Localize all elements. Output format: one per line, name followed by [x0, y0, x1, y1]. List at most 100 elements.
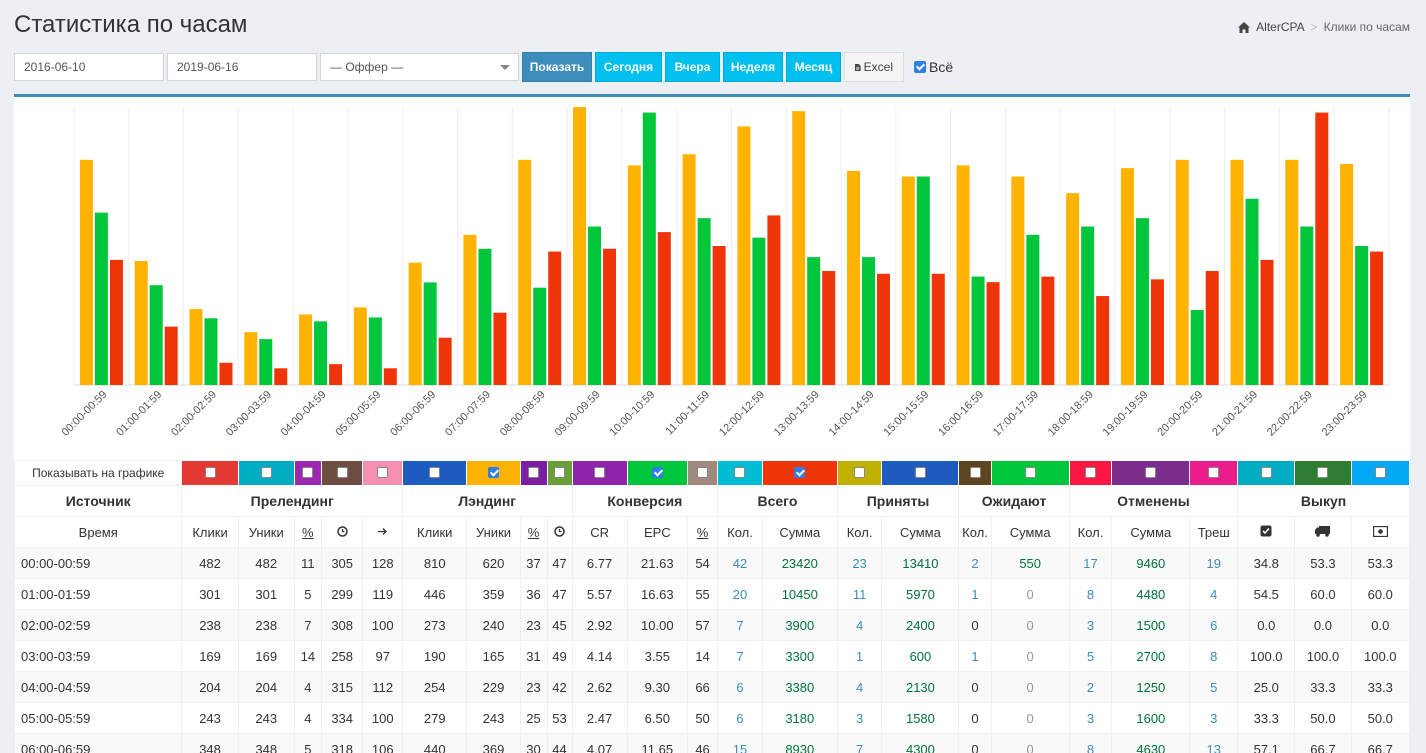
table-cell[interactable]: 1 [836, 640, 883, 672]
chart-toggle-checkbox[interactable] [594, 466, 606, 478]
column-header-truck[interactable] [1294, 516, 1352, 548]
chart-toggle-swatch[interactable] [237, 460, 295, 486]
table-cell[interactable]: 6 [717, 702, 763, 734]
all-checkbox-group[interactable]: Всё [914, 59, 953, 75]
chart-toggle-checkbox[interactable] [429, 466, 441, 478]
date-from-input[interactable]: 2016-06-10 [14, 53, 164, 81]
chart-toggle-swatch[interactable] [990, 460, 1070, 486]
table-cell[interactable]: 15 [717, 733, 763, 753]
table-cell[interactable]: 5 [1068, 640, 1113, 672]
chart-toggle-checkbox[interactable] [1208, 466, 1220, 478]
table-cell[interactable]: 7 [717, 640, 763, 672]
table-cell[interactable]: 4 [836, 609, 883, 641]
chart-toggle-checkbox[interactable] [651, 466, 663, 478]
table-cell[interactable]: 11 [836, 578, 883, 610]
column-header-check-square[interactable] [1237, 516, 1296, 548]
table-cell[interactable]: 5 [1189, 671, 1239, 703]
chart-toggle-swatch[interactable] [1111, 460, 1191, 486]
column-header[interactable]: % [686, 516, 719, 548]
offer-select[interactable]: — Оффер — [320, 53, 519, 81]
table-cell[interactable]: 8 [1068, 733, 1113, 753]
chart-toggle-swatch[interactable] [836, 460, 883, 486]
chart-toggle-checkbox[interactable] [1024, 466, 1036, 478]
chart-toggle-swatch[interactable] [320, 460, 364, 486]
chart-toggle-swatch[interactable] [401, 460, 468, 486]
chart-toggle-swatch[interactable] [1189, 460, 1239, 486]
column-header-clock[interactable] [320, 516, 364, 548]
column-header[interactable]: Сумма [761, 516, 838, 548]
column-header[interactable]: Сумма [1111, 516, 1191, 548]
column-header[interactable]: EPC [626, 516, 688, 548]
chart-toggle-checkbox[interactable] [336, 466, 348, 478]
chart-toggle-checkbox[interactable] [1260, 466, 1272, 478]
chart-toggle-checkbox[interactable] [914, 466, 926, 478]
chart-toggle-swatch[interactable] [881, 460, 960, 486]
table-cell[interactable]: 4 [1189, 578, 1239, 610]
column-header[interactable]: % [293, 516, 322, 548]
table-cell[interactable]: 42 [717, 547, 763, 579]
chart-toggle-swatch[interactable] [181, 460, 239, 486]
table-cell[interactable]: 2 [1068, 671, 1113, 703]
chart-toggle-checkbox[interactable] [1317, 466, 1329, 478]
chart-toggle-swatch[interactable] [686, 460, 719, 486]
chart-toggle-swatch[interactable] [1294, 460, 1352, 486]
column-header-clock[interactable] [546, 516, 573, 548]
table-cell[interactable]: 20 [717, 578, 763, 610]
column-header[interactable]: Кол. [836, 516, 883, 548]
chart-toggle-checkbox[interactable] [260, 466, 272, 478]
table-cell[interactable]: 8 [1189, 640, 1239, 672]
chart-toggle-swatch[interactable] [293, 460, 322, 486]
table-cell[interactable]: 1 [958, 578, 992, 610]
chart-toggle-checkbox[interactable] [697, 466, 709, 478]
column-header[interactable]: Треш [1189, 516, 1239, 548]
month-button[interactable]: Месяц [786, 52, 841, 82]
chart-toggle-swatch[interactable] [761, 460, 838, 486]
table-cell[interactable]: 3 [1068, 609, 1113, 641]
chart-toggle-checkbox[interactable] [1374, 466, 1386, 478]
table-cell[interactable]: 6 [717, 671, 763, 703]
chart-toggle-checkbox[interactable] [528, 466, 540, 478]
table-cell[interactable]: 3 [836, 702, 883, 734]
chart-toggle-swatch[interactable] [626, 460, 688, 486]
column-header-money[interactable] [1350, 516, 1410, 548]
chart-toggle-swatch[interactable] [362, 460, 403, 486]
chart-toggle-checkbox[interactable] [1145, 466, 1157, 478]
column-header[interactable]: Кол. [717, 516, 763, 548]
column-header[interactable]: CR [571, 516, 628, 548]
chart-toggle-checkbox[interactable] [554, 466, 566, 478]
breadcrumb-home-link[interactable]: AlterCPA [1256, 20, 1305, 34]
table-cell[interactable]: 1 [958, 640, 992, 672]
column-header[interactable]: Уники [466, 516, 521, 548]
excel-button[interactable]: Excel [844, 52, 904, 82]
column-header[interactable]: Кол. [1068, 516, 1113, 548]
table-cell[interactable]: 13 [1189, 733, 1239, 753]
chart-toggle-swatch[interactable] [571, 460, 628, 486]
table-cell[interactable]: 17 [1068, 547, 1113, 579]
table-cell[interactable]: 6 [1189, 609, 1239, 641]
date-to-input[interactable]: 2019-06-16 [167, 53, 317, 81]
column-header[interactable]: Кол. [958, 516, 992, 548]
chart-toggle-swatch[interactable] [1237, 460, 1296, 486]
chart-toggle-checkbox[interactable] [204, 466, 216, 478]
chart-toggle-checkbox[interactable] [377, 466, 389, 478]
chart-toggle-swatch[interactable] [717, 460, 763, 486]
chart-toggle-swatch[interactable] [466, 460, 521, 486]
yesterday-button[interactable]: Вчера [665, 52, 720, 82]
chart-toggle-checkbox[interactable] [969, 466, 981, 478]
table-cell[interactable]: 3 [1068, 702, 1113, 734]
column-header[interactable]: Время [14, 516, 183, 548]
table-cell[interactable]: 7 [717, 609, 763, 641]
table-cell[interactable]: 7 [836, 733, 883, 753]
column-header[interactable]: Сумма [881, 516, 960, 548]
table-cell[interactable]: 4 [836, 671, 883, 703]
chart-toggle-swatch[interactable] [519, 460, 548, 486]
column-header[interactable]: Клики [401, 516, 468, 548]
table-cell[interactable]: 23 [836, 547, 883, 579]
table-cell[interactable]: 2 [958, 547, 992, 579]
column-header[interactable]: % [519, 516, 548, 548]
column-header[interactable]: Уники [237, 516, 295, 548]
column-header[interactable]: Сумма [990, 516, 1070, 548]
show-button[interactable]: Показать [522, 52, 592, 82]
table-cell[interactable]: 8 [1068, 578, 1113, 610]
chart-toggle-swatch[interactable] [1350, 460, 1410, 486]
